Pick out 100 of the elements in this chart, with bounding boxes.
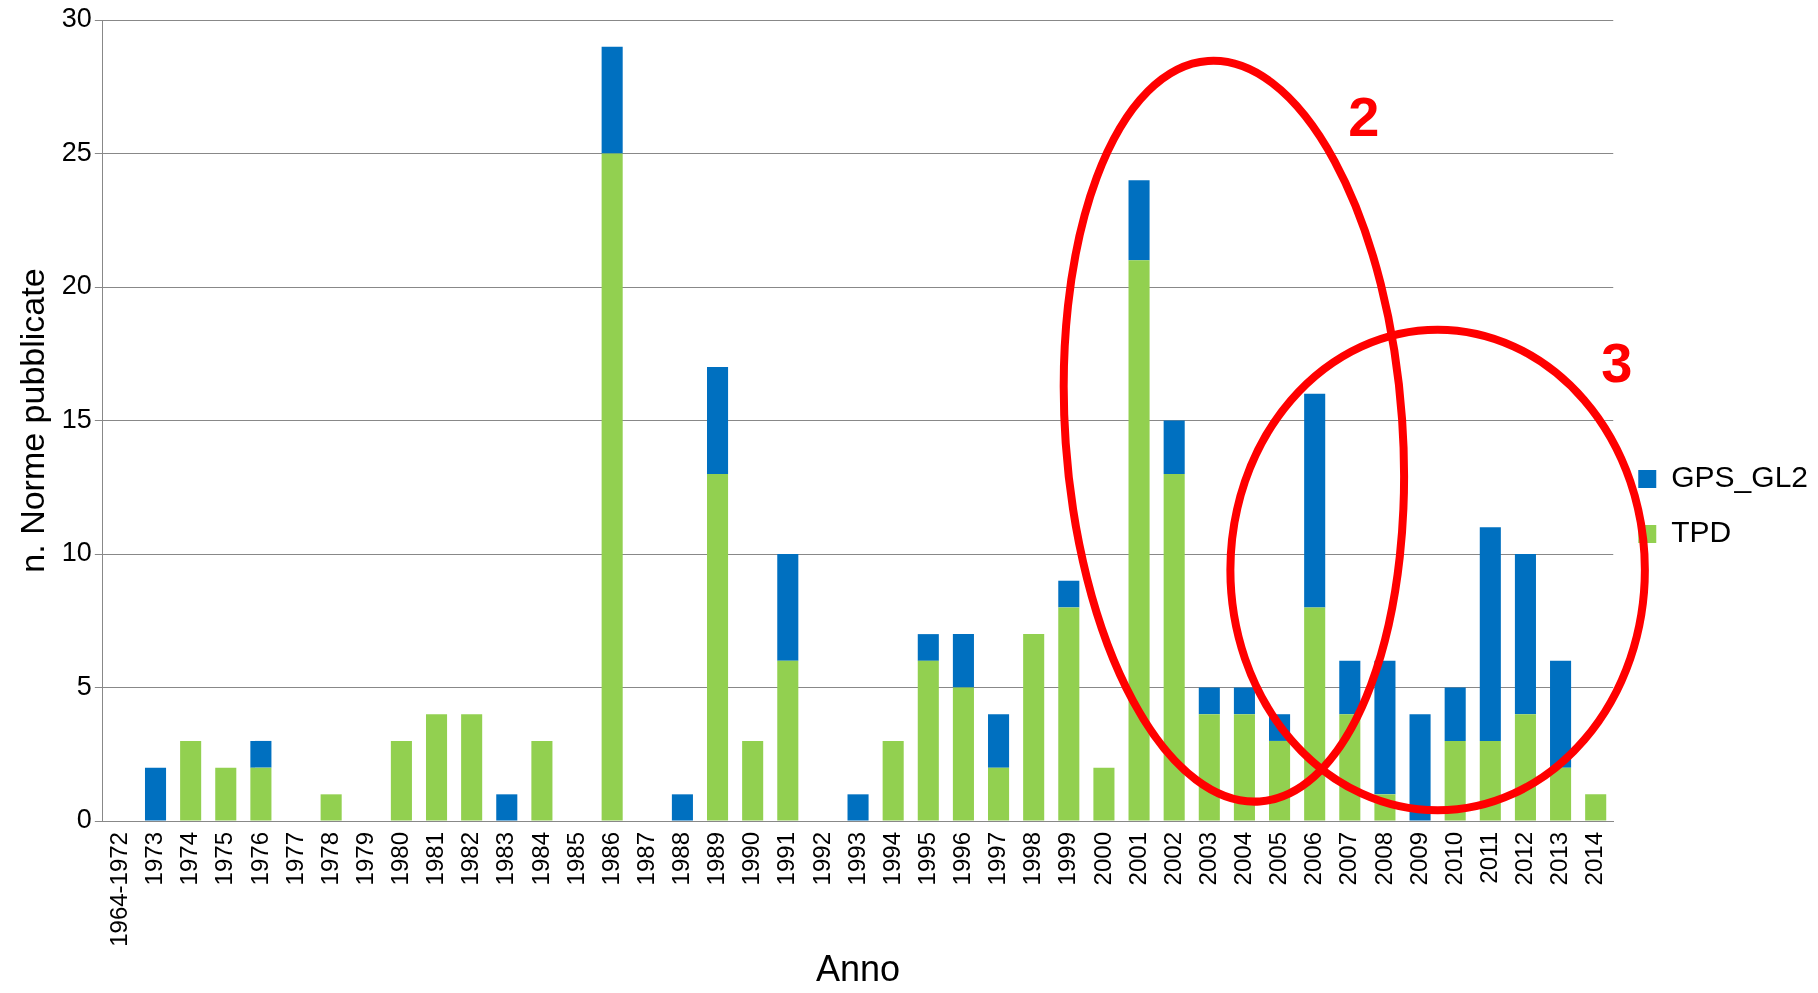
bar [215,767,237,821]
x-tick-label: 1994 [877,832,905,886]
annotation: 2 [1348,83,1380,149]
bar [917,634,939,661]
x-tick-label: 2006 [1299,832,1327,886]
x-tick-label: 1977 [280,832,308,886]
bar [671,794,693,821]
bar [320,794,342,821]
annotation: 3 [1601,329,1633,395]
bar [1585,794,1607,821]
x-tick-label: 1980 [386,832,414,886]
bar [1304,607,1326,821]
bar [1550,767,1572,821]
x-tick-label: 1984 [526,832,554,886]
bar [952,634,974,688]
bar [917,660,939,821]
bar [988,714,1010,768]
bar [988,767,1010,821]
x-tick-label: 2014 [1580,832,1608,886]
bar [180,740,202,821]
x-tick-label: 1986 [596,832,624,886]
x-tick-label: 1982 [456,832,484,886]
y-tick-label: 25 [61,136,92,167]
bar [1233,687,1255,715]
bar [1444,687,1466,741]
x-tick-label: 2001 [1123,832,1151,886]
bar [1128,180,1150,261]
bar [1339,660,1361,715]
x-tick-label: 1997 [983,832,1011,886]
x-tick-label: 1991 [772,832,800,886]
x-tick-label: 2000 [1088,832,1116,886]
x-axis-title: Anno [816,948,901,990]
y-tick-label: 5 [76,670,92,701]
y-tick-label: 10 [61,537,92,568]
bar [882,740,904,821]
bar [742,740,764,821]
bar [952,687,974,821]
bar [1233,714,1255,821]
bar [1198,687,1220,715]
bar [250,767,272,821]
x-tick-label: 1989 [702,832,730,886]
bar [461,714,483,821]
x-tick-label: 1974 [175,832,203,886]
bar [1304,393,1326,608]
bar [601,46,623,154]
bar [1163,473,1185,821]
bar [1514,554,1536,715]
x-tick-label: 1995 [912,832,940,886]
bar [1374,660,1396,795]
bar [707,367,729,474]
x-tick-label: 1996 [948,832,976,886]
x-tick-label: 1975 [210,832,238,886]
x-tick-label: 1987 [631,832,659,886]
x-tick-label: 2012 [1510,832,1538,886]
y-tick-label: 0 [76,804,92,835]
x-tick-label: 1988 [667,832,695,886]
x-tick-label: 1978 [315,832,343,886]
x-tick-label: 1992 [807,832,835,886]
bar [1093,767,1115,821]
bar [425,714,448,821]
bar [1163,420,1185,474]
y-tick-label: 15 [61,403,92,434]
x-tick-label: 1983 [491,832,519,886]
x-tick-label: 2002 [1158,832,1186,886]
bar [847,794,869,821]
x-tick-label: 2009 [1404,832,1432,886]
bar [777,554,799,661]
x-tick-label: 1985 [561,832,589,886]
bar [250,740,272,768]
bar [1409,714,1431,821]
x-tick-label: 1990 [737,832,765,886]
bar [1514,714,1536,821]
x-tick-label: 2013 [1545,832,1573,886]
x-tick-label: 2007 [1334,832,1362,886]
y-tick-label: 20 [61,270,92,301]
bar [1550,660,1572,768]
x-tick-label: 1998 [1018,832,1046,886]
x-tick-label: 2010 [1439,832,1467,886]
bar [1058,607,1080,821]
bar [531,740,553,821]
bar [601,153,623,821]
x-tick-label: 1999 [1053,832,1081,886]
x-tick-label: 1981 [421,832,449,886]
bar [390,740,412,821]
bar [496,794,518,821]
x-tick-label: 1979 [350,832,378,886]
y-axis-title: n. Norme pubblicate [12,268,51,573]
bar [1198,714,1220,821]
x-tick-label: 1973 [140,832,168,886]
bar [1479,527,1501,741]
x-tick-label: 2003 [1193,832,1221,886]
x-tick-label: 2005 [1264,832,1292,886]
legend-label: TPD [1671,515,1732,549]
x-tick-label: 2011 [1474,832,1502,884]
x-tick-label: 1993 [842,832,870,886]
x-tick-label: 2008 [1369,832,1397,886]
bar [144,767,167,821]
y-tick-label: 30 [61,3,92,34]
x-tick-label: 1964-1972 [105,832,133,947]
bar [1058,580,1080,608]
